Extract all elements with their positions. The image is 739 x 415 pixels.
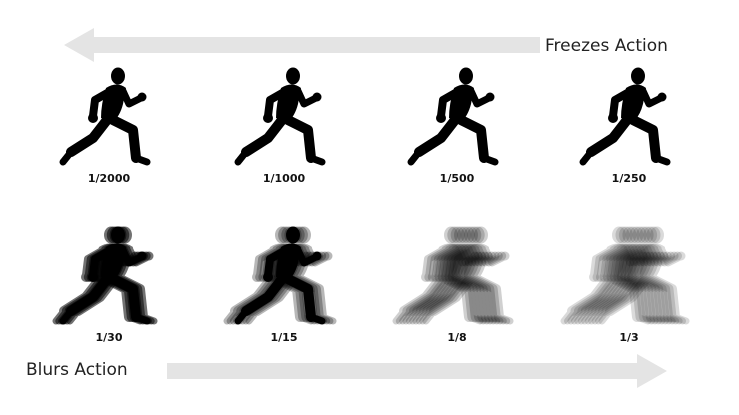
shutter-speed-label: 1/2000 — [87, 172, 131, 185]
runner-icon — [234, 67, 326, 166]
runner-icon — [407, 67, 499, 166]
runner-icon — [59, 67, 151, 166]
shutter-item: 1/2000 — [49, 66, 169, 196]
shutter-item: 1/500 — [397, 66, 517, 196]
blurs-action-arrow — [167, 354, 667, 388]
shutter-speed-label: 1/15 — [270, 331, 298, 344]
fast-shutter-row: 1/2000 1/1000 1/500 1/250 — [0, 66, 739, 196]
runner-icon — [52, 226, 158, 325]
shutter-item: 1/30 — [49, 225, 169, 355]
shutter-item: 1/1000 — [224, 66, 344, 196]
shutter-speed-label: 1/1000 — [262, 172, 306, 185]
runner-icon — [223, 226, 337, 325]
runner-icon — [392, 226, 514, 325]
shutter-speed-label: 1/3 — [619, 331, 639, 344]
shutter-speed-label: 1/500 — [439, 172, 475, 185]
shutter-item: 1/250 — [569, 66, 689, 196]
shutter-speed-label: 1/30 — [95, 331, 123, 344]
shutter-item: 1/15 — [223, 225, 344, 355]
shutter-speed-label: 1/250 — [611, 172, 647, 185]
freezes-action-label: Freezes Action — [545, 36, 668, 56]
shutter-item: 1/8 — [392, 225, 517, 355]
runner-icon — [560, 226, 690, 325]
freezes-action-arrow — [64, 28, 540, 62]
runner-icon — [579, 67, 671, 166]
slow-shutter-row: 1/30 1/15 1/8 1/3 — [0, 225, 739, 355]
shutter-speed-label: 1/8 — [447, 331, 467, 344]
shutter-item: 1/3 — [560, 225, 690, 355]
blurs-action-label: Blurs Action — [26, 360, 128, 380]
